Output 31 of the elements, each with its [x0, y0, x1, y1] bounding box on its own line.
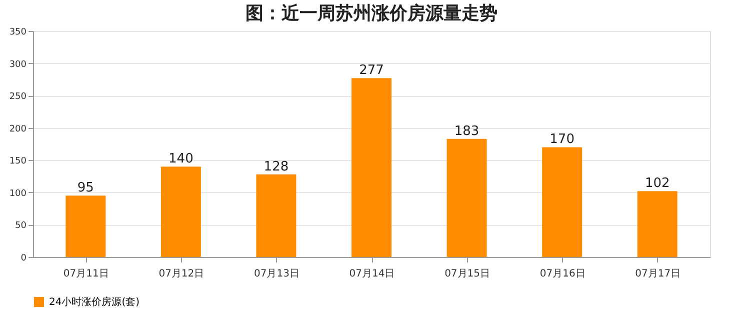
legend-label: 24小时涨价房源(套) — [49, 296, 140, 308]
data-label: 140 — [168, 152, 194, 167]
x-tick-label: 07月12日 — [158, 268, 204, 280]
y-tick-label: 0 — [20, 254, 27, 264]
bar — [637, 191, 678, 257]
data-label: 170 — [550, 132, 574, 148]
x-tick-label: 07月11日 — [63, 268, 109, 280]
bar — [66, 196, 106, 257]
y-tick-label: 350 — [9, 28, 27, 38]
x-tick-label: 07月16日 — [540, 268, 586, 280]
bar — [446, 138, 487, 257]
y-tick-label: 150 — [9, 156, 27, 167]
data-label: 277 — [359, 63, 384, 78]
bar — [160, 166, 201, 257]
bar — [352, 78, 392, 257]
x-tick-label: 07月15日 — [444, 268, 490, 280]
x-tick-label: 07月14日 — [349, 268, 395, 280]
data-label: 183 — [454, 124, 480, 139]
bar — [256, 174, 296, 257]
x-tick-label: 07月13日 — [254, 268, 300, 280]
y-tick-label: 250 — [9, 92, 27, 102]
y-tick-label: 200 — [9, 124, 27, 134]
chart-title: 图：近一周苏州涨价房源量走势 — [246, 3, 498, 24]
bar — [542, 147, 582, 257]
x-tick-label: 07月17日 — [635, 268, 681, 280]
data-label: 128 — [264, 159, 289, 174]
data-label: 102 — [644, 176, 670, 192]
data-label: 95 — [77, 180, 94, 196]
y-tick-label: 100 — [9, 188, 27, 199]
y-tick-label: 50 — [15, 221, 27, 232]
y-tick-label: 300 — [9, 60, 27, 70]
